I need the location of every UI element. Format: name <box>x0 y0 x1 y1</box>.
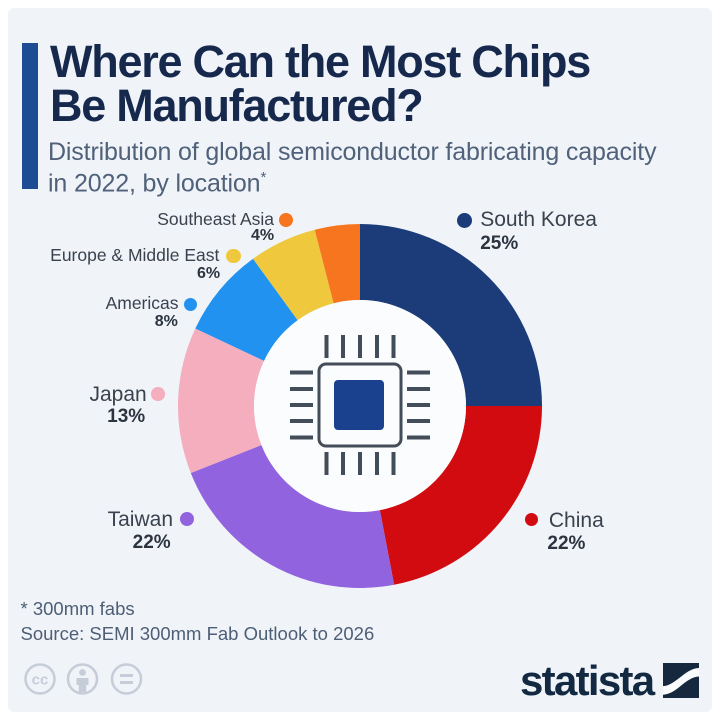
svg-text:cc: cc <box>32 672 49 689</box>
